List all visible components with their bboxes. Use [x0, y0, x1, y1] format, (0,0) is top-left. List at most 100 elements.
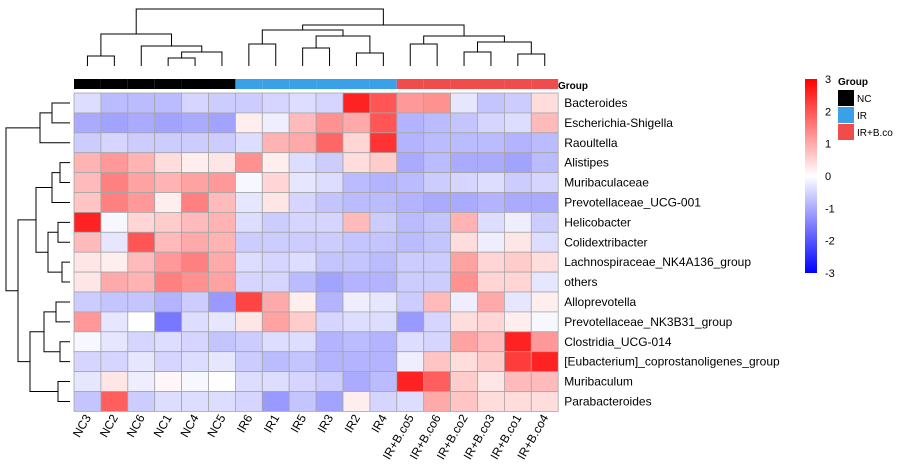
column-label: NC5	[204, 412, 228, 440]
heatmap-cell	[100, 172, 129, 193]
row-label: Parabacteroides	[564, 394, 651, 408]
row-labels: Bacteroides Escherichia-Shigella Raoultell…	[564, 96, 780, 409]
group-cell	[127, 79, 155, 89]
heatmap-cell	[100, 211, 129, 233]
color-scale-tick: 2	[825, 106, 831, 118]
heatmap-cell	[73, 132, 102, 154]
group-legend-swatch	[838, 107, 854, 123]
column-label: IR3	[315, 412, 337, 435]
heatmap-cell	[154, 351, 182, 373]
heatmap-cell	[261, 152, 290, 173]
heatmap-cell	[477, 152, 505, 173]
heatmap-cell	[423, 132, 452, 154]
heatmap-cell	[450, 371, 478, 392]
dendrogram-branch	[47, 231, 62, 273]
heatmap-cell	[530, 271, 559, 293]
dendrogram-branch	[140, 45, 203, 66]
heatmap-cell	[477, 192, 505, 213]
heatmap-cell	[315, 211, 344, 233]
heatmap-cell	[208, 92, 236, 114]
heatmap-cell	[288, 92, 317, 114]
heatmap-cell	[342, 211, 371, 233]
heatmap-cell	[261, 251, 290, 273]
heatmap-cell	[261, 211, 290, 233]
heatmap-cell	[503, 231, 532, 253]
heatmap-cell	[477, 351, 505, 373]
heatmap-cell	[530, 192, 559, 213]
row-label: Alloprevotella	[564, 295, 636, 309]
heatmap-cell	[234, 271, 263, 293]
heatmap-cell	[100, 251, 129, 273]
heatmap-cell	[208, 211, 236, 233]
group-cell	[343, 79, 370, 89]
heatmap-cell	[396, 152, 425, 173]
heatmap-cell	[181, 132, 209, 154]
dendrogram-branch	[167, 57, 196, 66]
heatmap-cell	[315, 132, 344, 154]
heatmap-cell	[288, 391, 317, 412]
heatmap-cell	[154, 192, 182, 213]
heatmap-cell	[288, 251, 317, 273]
heatmap-cell	[154, 112, 182, 134]
heatmap-cell	[208, 152, 236, 173]
heatmap-cell	[100, 331, 129, 353]
heatmap-cell	[127, 192, 156, 213]
heatmap-cell	[234, 152, 263, 173]
dendrogram-branch	[51, 102, 70, 124]
heatmap-cell	[234, 112, 263, 134]
heatmap-cell	[208, 231, 236, 253]
color-scale-tick: 3	[825, 74, 831, 86]
heatmap-cell	[315, 331, 344, 353]
heatmap-cell	[450, 351, 478, 373]
column-label: NC2	[97, 412, 121, 440]
heatmap-cell	[477, 211, 505, 233]
heatmap-cell	[154, 251, 182, 273]
group-legend-title: Group	[838, 77, 868, 88]
heatmap-cell	[288, 271, 317, 293]
heatmap-cell	[208, 391, 236, 412]
heatmap-cell	[342, 192, 371, 213]
heatmap-cell	[261, 112, 290, 134]
heatmap-cell	[477, 112, 505, 134]
heatmap-cell	[342, 351, 371, 373]
heatmap-cell	[154, 271, 182, 293]
heatmap-cell	[396, 251, 425, 273]
heatmap-cell	[208, 311, 236, 333]
heatmap-cell	[100, 371, 129, 392]
heatmap-cell	[396, 371, 425, 392]
heatmap-cell	[315, 271, 344, 293]
heatmap-cell	[234, 172, 263, 193]
group-cell	[181, 79, 209, 89]
column-label: NC6	[124, 412, 148, 440]
heatmap-cell	[234, 231, 263, 253]
heatmap-cell	[530, 371, 559, 392]
heatmap-cell	[234, 132, 263, 154]
heatmap-cell	[154, 371, 182, 392]
heatmap-cell	[208, 351, 236, 373]
heatmap-cell	[261, 391, 290, 412]
group-legend-label: IR+B.co	[857, 128, 893, 139]
heatmap-cell	[369, 391, 398, 412]
row-label: [Eubacterium]_coprostanoligenes_group	[564, 355, 780, 369]
heatmap-cell	[477, 331, 505, 353]
heatmap-cell	[234, 371, 263, 392]
group-legend: Group NC IR IR+B.co	[838, 77, 893, 140]
heatmap-cell	[477, 391, 505, 412]
heatmap-cell	[234, 311, 263, 333]
heatmap-cell	[423, 251, 452, 273]
heatmap-cell	[450, 331, 478, 353]
heatmap-cell	[100, 391, 129, 412]
heatmap-cell	[530, 351, 559, 373]
heatmap-cell	[208, 251, 236, 273]
heatmap-cell	[208, 271, 236, 293]
dendrogram-branch	[55, 301, 70, 323]
heatmap-cell	[127, 152, 156, 173]
heatmap-cell	[208, 331, 236, 353]
heatmap-cell	[450, 172, 478, 193]
heatmap-cell	[396, 271, 425, 293]
heatmap-cell	[369, 92, 398, 114]
heatmap-cell	[127, 311, 156, 333]
heatmap-cell	[450, 132, 478, 154]
group-legend-label: NC	[857, 94, 871, 105]
